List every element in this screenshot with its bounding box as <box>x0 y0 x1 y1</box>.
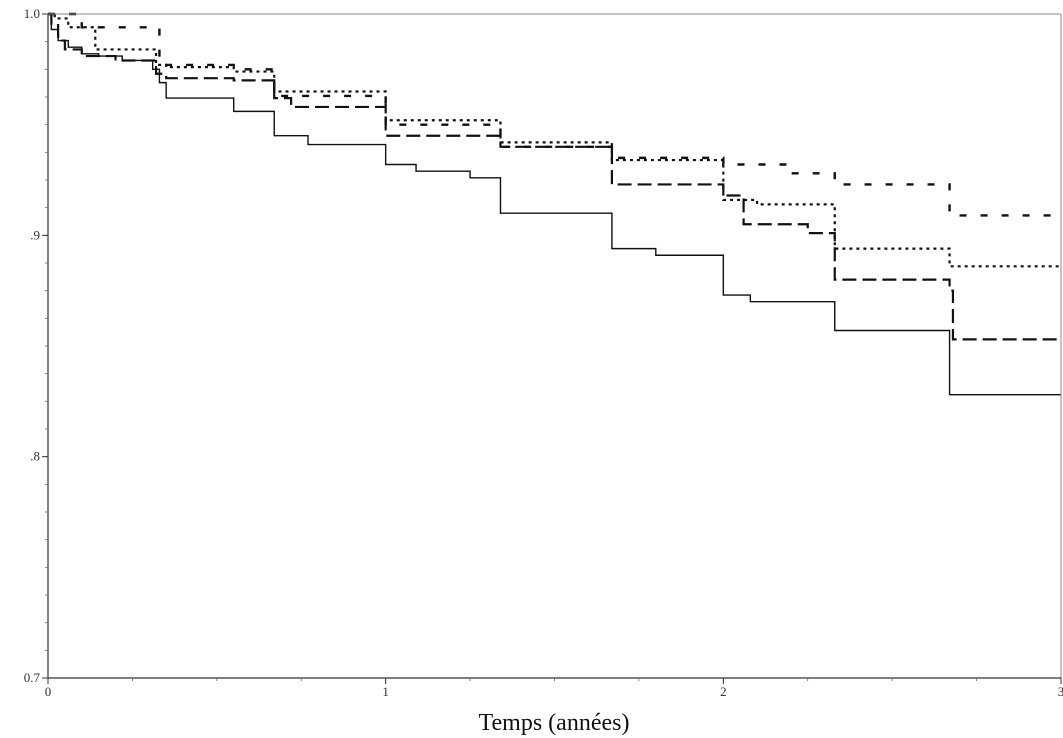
x-tick-label: 2 <box>720 684 727 699</box>
x-ticks: 0 1 2 3 <box>45 678 1063 699</box>
y-ticks: 0.7 .8 .9 1.0 <box>24 6 48 685</box>
y-tick-label: .8 <box>30 449 40 464</box>
y-tick-label: .9 <box>30 227 40 242</box>
series-line-dotted <box>48 12 1061 268</box>
series-layer <box>48 12 1061 396</box>
x-tick-label: 1 <box>382 684 389 699</box>
y-tick-label: 0.7 <box>24 670 41 685</box>
series-line-dashed <box>48 12 1061 341</box>
x-axis-title: Temps (années) <box>479 710 630 736</box>
series-line-sparse-dashed <box>48 12 1061 217</box>
x-tick-label: 3 <box>1058 684 1063 699</box>
y-tick-label: 1.0 <box>24 6 40 21</box>
x-tick-label: 0 <box>45 684 52 699</box>
